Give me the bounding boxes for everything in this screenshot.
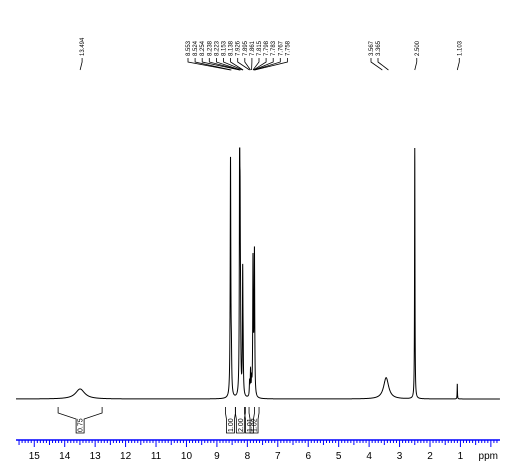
integral-bracket [248,407,260,434]
x-tick-label: 2 [427,451,433,462]
peak-b-leader [201,58,240,71]
x-tick-label: 6 [305,451,311,462]
peak-d-leader [414,58,418,71]
peak-b-leader [253,58,267,71]
x-tick-label: 11 [151,451,162,462]
peak-b-leader [253,58,274,71]
integral-bracket [244,407,255,434]
x-tick-label: 9 [214,451,220,462]
peak-b-label: 7.783 [271,40,277,56]
peak-b-leader [223,58,243,71]
integral-value: 0.75 [78,418,85,432]
peak-c-label: 3.567 [369,40,375,56]
x-tick-label: 7 [275,451,281,462]
peak-b-leader [194,58,232,71]
peak-e-leader [456,58,460,71]
peak-d-label: 2.500 [415,40,421,56]
x-tick-label: 10 [181,451,193,462]
integral-value: 1.01 [247,418,254,432]
peak-b-label: 8.553 [186,40,192,56]
peak-a-label: 13.494 [80,37,86,56]
spectrum-layer [16,147,500,400]
x-tick-label: 15 [29,451,41,462]
x-axis-label: ppm [479,451,498,462]
x-tick-label: 4 [366,451,372,462]
peak-b-label: 7.815 [257,40,263,56]
spectrum-line [16,147,500,400]
peak-b-label: 7.758 [285,40,291,56]
integral-value: 2.00 [238,418,245,432]
peak-label-layer: 13.494 8.553 8.524 8.254 8.238 8.223 8.153 8.13… [79,37,463,71]
peak-b-label: 7.798 [264,40,270,56]
peak-b-label: 7.926 [236,40,242,56]
integral-value: 1.02 [252,418,259,432]
peak-b-label: 7.861 [250,40,256,56]
peak-b-leader [254,58,281,71]
peak-b-leader [215,58,241,71]
peak-b-leader [244,58,251,71]
peak-b-leader [208,58,241,71]
x-tick-label: 14 [59,451,71,462]
peak-b-label: 8.138 [229,40,235,56]
peak-b-label: 7.767 [278,40,284,56]
peak-b-leader [187,58,231,71]
peak-b-leader [252,58,260,71]
peak-a-leader [79,58,83,71]
peak-b-label: 7.895 [243,40,249,56]
x-tick-label: 13 [90,451,102,462]
peak-b-label: 8.153 [222,40,228,56]
x-tick-label: 1 [458,451,464,462]
peak-b-label: 8.254 [200,40,206,56]
x-tick-label: 12 [120,451,132,462]
peak-c-leader [377,58,389,71]
peak-b-label: 8.238 [207,40,213,56]
ppm-axis: 15 14 13 12 11 10 9 8 7 6 5 4 3 2 1 ppm [16,439,500,462]
x-tick-label: 3 [397,451,403,462]
peak-c-leader [370,58,383,71]
peak-b-leader [237,58,250,71]
integral-layer: 0.75 1.00 2.00 1.011.02 [57,407,260,434]
peak-b-label: 8.223 [214,40,220,56]
peak-e-label: 1.103 [457,40,463,56]
peak-b-label: 8.524 [193,40,199,56]
integral-value: 1.00 [228,418,235,432]
peak-b-leader [230,58,244,71]
peak-c-label: 3.365 [376,40,382,56]
x-tick-label: 8 [245,451,251,462]
peak-b-leader [254,58,288,71]
x-tick-label: 5 [336,451,342,462]
integral-bracket [234,407,246,434]
integral-bracket [57,407,103,434]
